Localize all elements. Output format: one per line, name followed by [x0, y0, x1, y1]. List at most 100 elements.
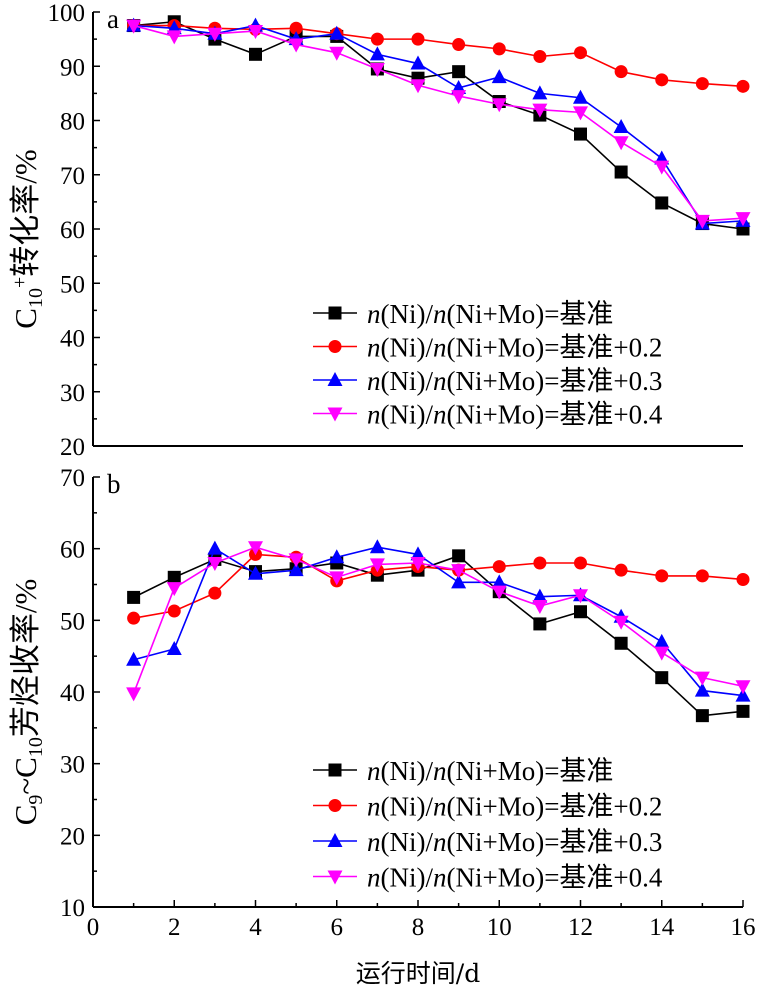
y-tick-label: 40	[60, 680, 85, 707]
data-point	[532, 85, 548, 100]
x-tick-label: 6	[331, 914, 344, 941]
legend-label: n(Ni)/n(Ni+Mo)=基准+0.3	[367, 366, 662, 396]
data-point	[410, 546, 426, 561]
data-point	[289, 21, 303, 35]
data-point	[288, 562, 304, 577]
data-point	[167, 604, 181, 618]
data-point	[573, 106, 588, 121]
data-point	[248, 24, 263, 39]
data-point	[655, 569, 669, 583]
data-point	[451, 90, 467, 105]
data-point	[532, 588, 548, 603]
series-4-line	[133, 24, 744, 222]
data-point	[126, 651, 142, 666]
data-point	[532, 103, 548, 118]
x-tick-label: 0	[87, 914, 100, 941]
y-tick-label: 90	[60, 54, 85, 81]
data-point	[451, 574, 467, 589]
data-point	[655, 196, 669, 210]
data-point	[329, 571, 345, 586]
data-point	[492, 560, 506, 574]
data-point	[573, 89, 588, 104]
legend-marker	[328, 306, 342, 320]
series-1	[127, 549, 750, 723]
legend: n(Ni)/n(Ni+Mo)=基准n(Ni)/n(Ni+Mo)=基准+0.2n(…	[313, 299, 663, 430]
data-point	[126, 19, 142, 34]
y-tick-label: 20	[60, 823, 85, 850]
data-point	[369, 62, 385, 77]
y-tick-label: 40	[60, 326, 85, 353]
data-point	[655, 73, 669, 87]
panel-letter: a	[107, 4, 119, 34]
data-point	[451, 564, 467, 579]
data-point	[533, 49, 547, 63]
data-point	[288, 38, 304, 53]
x-tick-label: 14	[649, 914, 675, 941]
data-point	[452, 65, 466, 79]
data-point	[410, 557, 426, 571]
data-point	[127, 590, 141, 604]
series-2-line	[133, 553, 744, 619]
data-point	[736, 572, 750, 586]
data-point	[491, 98, 507, 113]
data-point	[736, 79, 750, 93]
data-point	[452, 38, 466, 52]
data-point	[694, 214, 710, 229]
data-point	[695, 709, 709, 723]
y-tick-label: 10	[60, 895, 85, 922]
data-point	[532, 600, 548, 614]
data-point	[574, 556, 587, 570]
data-point	[736, 704, 750, 718]
data-point	[574, 46, 587, 60]
legend-label: n(Ni)/n(Ni+Mo)=基准	[367, 756, 613, 786]
data-point	[574, 127, 587, 141]
data-point	[208, 586, 222, 600]
data-point	[370, 32, 384, 46]
legend-marker	[327, 870, 343, 885]
y-tick-label: 50	[60, 608, 85, 635]
data-point	[329, 46, 345, 61]
data-point	[492, 42, 506, 56]
legend-marker	[328, 799, 342, 812]
data-point	[614, 563, 628, 577]
series-3-line	[133, 24, 744, 225]
data-point	[695, 77, 709, 91]
data-point	[452, 549, 466, 563]
legend-marker	[327, 407, 343, 422]
x-tick-label: 8	[412, 914, 425, 941]
series-4-line	[132, 546, 744, 694]
data-point	[614, 636, 628, 650]
data-point	[654, 633, 670, 648]
data-point	[614, 165, 628, 179]
legend-label: n(Ni)/n(Ni+Mo)=基准+0.3	[367, 827, 662, 857]
data-point	[166, 641, 182, 655]
legend-label: n(Ni)/n(Ni+Mo)=基准	[367, 299, 613, 329]
x-axis-label: 运行时间/d	[356, 959, 480, 988]
data-point	[613, 119, 629, 134]
data-point	[533, 556, 547, 570]
data-point	[574, 605, 587, 619]
panel-b-aromatics-yield-chart: 10 20 30 40 50 60 70 b C9~C10芳烃收率/% n(Ni)/n(Ni+Mo…	[8, 465, 751, 922]
data-point	[248, 565, 263, 580]
y-axis-label: C10+转化率/%	[8, 149, 47, 328]
series-2-line	[133, 24, 744, 88]
legend-marker	[328, 340, 342, 353]
data-point	[735, 212, 751, 227]
data-point	[491, 574, 507, 589]
data-point	[288, 553, 304, 568]
series-4	[126, 19, 751, 229]
data-point	[695, 569, 709, 583]
series-3	[126, 539, 751, 702]
data-point	[248, 541, 263, 556]
data-point	[167, 570, 181, 584]
y-tick-label: 70	[60, 465, 85, 492]
data-point	[735, 680, 751, 695]
legend-marker	[327, 833, 343, 847]
data-point	[491, 69, 507, 84]
data-point	[735, 687, 751, 702]
panel-a-conversion-chart: 20 30 40 50 60 70 80 90 100 a C10+转化率/% n(Ni)/n(Ni+…	[8, 0, 751, 461]
data-point	[369, 558, 385, 573]
data-point	[654, 646, 670, 661]
y-tick-label: 100	[48, 0, 86, 27]
